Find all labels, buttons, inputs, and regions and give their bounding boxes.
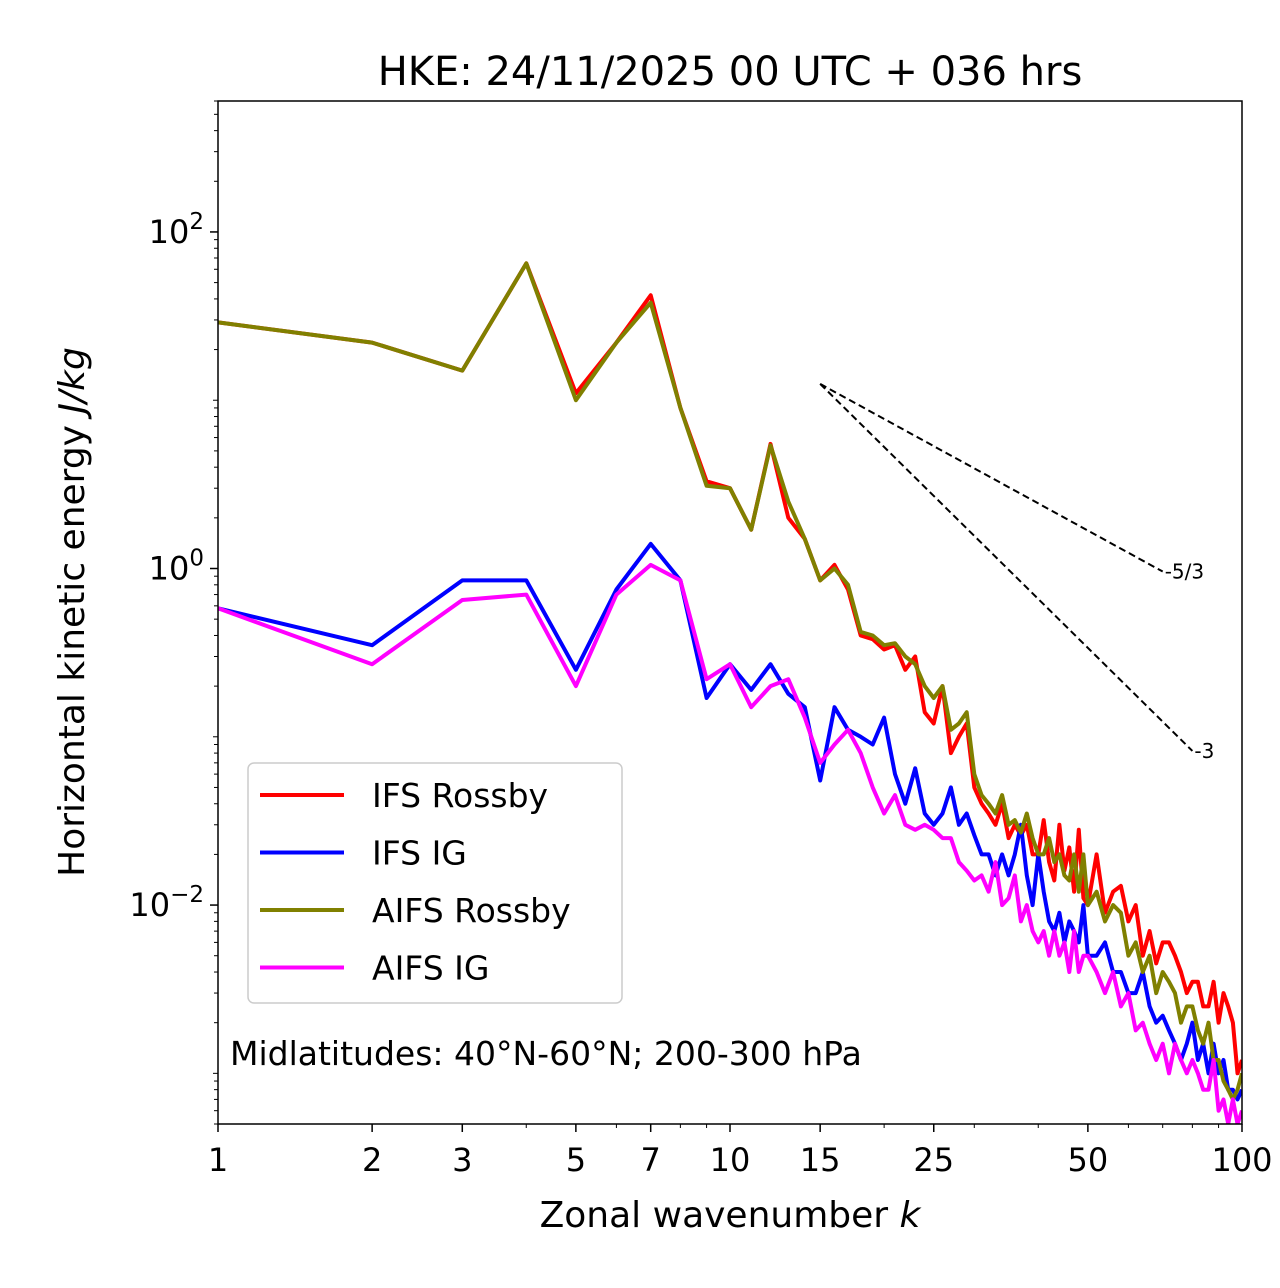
x-tick-label: 100: [1211, 1141, 1272, 1179]
y-axis-label-unit: J/kg: [52, 347, 93, 419]
x-tick-label: 5: [566, 1141, 586, 1179]
y-tick-exponent: −2: [170, 882, 204, 908]
x-tick-label: 1: [208, 1141, 228, 1179]
x-tick-label: 7: [641, 1141, 661, 1179]
legend-label: AIFS IG: [372, 949, 489, 988]
slope-label: -5/3: [1165, 560, 1204, 584]
legend-box: [247, 762, 623, 1004]
y-tick-label: 102: [149, 209, 204, 251]
y-axis-label: Horizontal kinetic energy J/kg: [52, 347, 93, 877]
x-axis-label: Zonal wavenumber k: [540, 1195, 923, 1236]
chart-title: HKE: 24/11/2025 00 UTC + 036 hrs: [378, 49, 1083, 95]
legend: IFS Rossby IFS IG AIFS Rossby AIFS IG: [247, 762, 623, 1004]
y-tick-base: 10: [149, 213, 190, 251]
slope-reference-line: [819, 383, 1164, 573]
x-tick-label: 3: [452, 1141, 472, 1179]
legend-label: IFS Rossby: [372, 776, 548, 815]
y-tick-label: 100: [149, 546, 204, 588]
x-tick-label: 15: [800, 1141, 841, 1179]
x-axis-label-main: Zonal wavenumber: [540, 1195, 900, 1236]
slope-label: -3: [1194, 739, 1214, 763]
series-line-aifs-rossby: [218, 261, 1242, 1102]
region-annotation: Midlatitudes: 40°N-60°N; 200-300 hPa: [230, 1034, 862, 1073]
x-axis-label-symbol: k: [900, 1195, 923, 1236]
y-tick-base: 10: [129, 886, 170, 924]
y-tick-base: 10: [149, 550, 190, 588]
x-tick-label: 50: [1068, 1141, 1109, 1179]
y-axis-label-main: Horizontal kinetic energy: [52, 414, 93, 877]
legend-label: IFS IG: [372, 834, 467, 873]
x-tick-label: 2: [362, 1141, 382, 1179]
plot-frame: [217, 100, 1243, 1125]
y-tick-label: 10−2: [129, 882, 204, 924]
x-tick-label: 25: [913, 1141, 954, 1179]
slope-reference-line: [819, 383, 1194, 752]
legend-items: IFS Rossby IFS IG AIFS Rossby AIFS IG: [260, 776, 571, 988]
y-tick-exponent: 0: [189, 546, 204, 572]
reference-slopes: -5/3 -3: [819, 383, 1214, 763]
series-line-ifs-rossby: [218, 261, 1242, 1076]
x-tick-label: 10: [710, 1141, 751, 1179]
legend-label: AIFS Rossby: [372, 891, 571, 930]
data-series: [218, 261, 1242, 1124]
y-tick-exponent: 2: [189, 209, 204, 235]
series-line-aifs-ig: [218, 562, 1242, 1124]
